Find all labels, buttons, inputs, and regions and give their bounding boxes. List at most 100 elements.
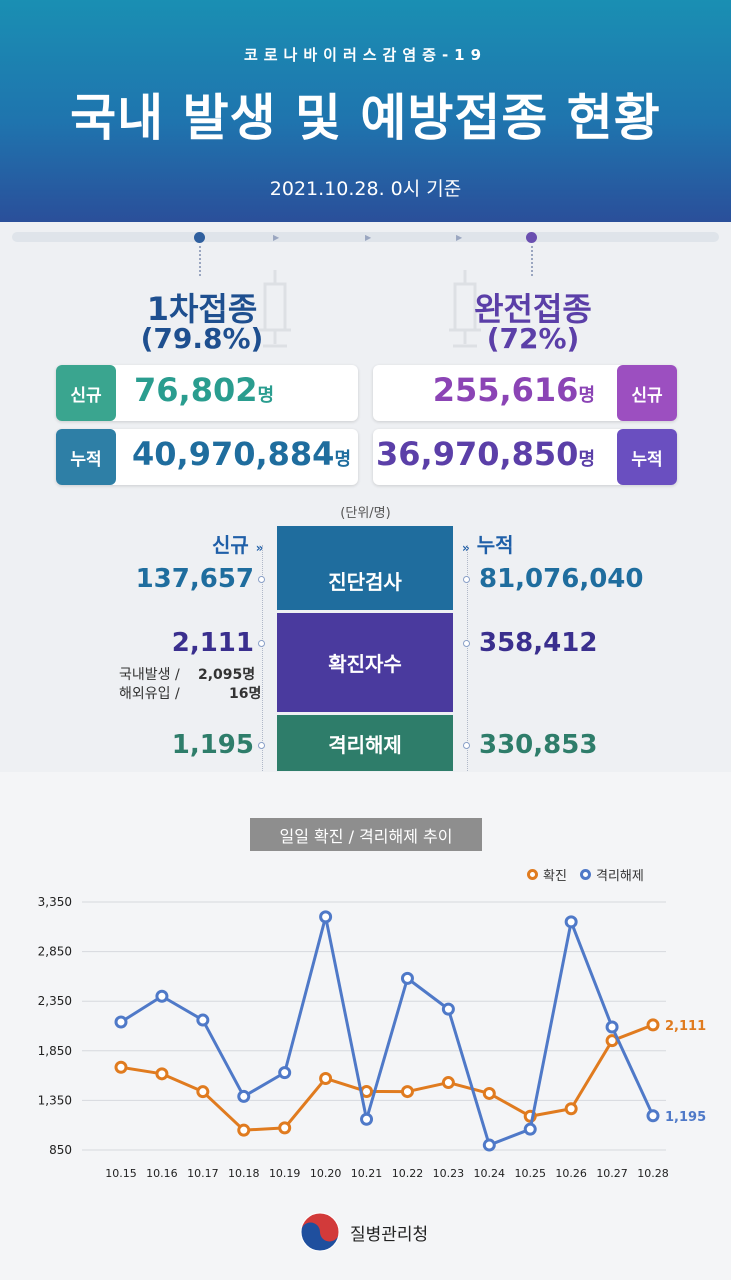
- data-point: [482, 1138, 496, 1152]
- stat-label-tests: 진단검사: [277, 526, 453, 610]
- timeline-bar: [12, 232, 719, 242]
- divider-line: [262, 545, 263, 771]
- timeline-stem: [199, 246, 201, 276]
- bullet-dot: [258, 576, 265, 583]
- arrow-icon: ▶: [365, 233, 372, 242]
- bullet-dot: [463, 640, 470, 647]
- legend-released: 격리해제: [580, 865, 644, 884]
- stat-label-released: 격리해제: [277, 715, 453, 771]
- overseas-label: 해외유입 /: [119, 686, 180, 702]
- timeline-dot-full: [526, 232, 537, 243]
- unit-note: (단위/명): [340, 506, 391, 521]
- legend-confirmed: 확진: [527, 865, 567, 884]
- data-point: [114, 1060, 128, 1074]
- new-tag: 신규: [56, 365, 116, 421]
- y-tick-label: 2,350: [38, 994, 72, 1008]
- data-point: [319, 910, 333, 924]
- y-tick-label: 2,850: [38, 945, 72, 959]
- x-tick-label: 10.23: [433, 1167, 465, 1180]
- y-tick-label: 3,350: [38, 895, 72, 909]
- x-tick-label: 10.22: [392, 1167, 424, 1180]
- x-tick-label: 10.27: [596, 1167, 628, 1180]
- full-dose-title: 완전접종: [474, 290, 592, 328]
- domestic-label: 국내발생 /: [119, 667, 180, 683]
- report-date: 2021.10.28. 0시 기준: [269, 178, 462, 200]
- series-line-confirmed: [120, 1023, 654, 1132]
- x-tick-label: 10.15: [105, 1167, 137, 1180]
- timeline-stem: [531, 246, 533, 276]
- footer: 질병관리청: [300, 1212, 428, 1252]
- full-dose-percent: (72%): [486, 322, 580, 355]
- kdca-logo-icon: [300, 1212, 340, 1252]
- double-chevron-icon: »: [255, 541, 264, 555]
- tests-total-value: 81,076,040: [479, 564, 644, 594]
- x-tick-label: 10.16: [146, 1167, 178, 1180]
- page-title: 국내 발생 및 예방접종 현황: [70, 89, 661, 147]
- data-point: [196, 1085, 210, 1099]
- first-dose-percent: (79.8%): [140, 322, 264, 355]
- full-dose-new-value: 255,616명: [432, 371, 595, 409]
- legend-dot-icon: [527, 869, 538, 880]
- x-tick-label: 10.17: [187, 1167, 219, 1180]
- data-point: [278, 1066, 292, 1080]
- arrow-icon: ▶: [456, 233, 463, 242]
- bullet-dot: [463, 576, 470, 583]
- line-chart: 3,350 2,850 2,350 1,850 1,350 850 10.15 10.16 10…: [38, 895, 706, 1180]
- arrow-icon: ▶: [273, 233, 280, 242]
- data-point: [114, 1015, 128, 1029]
- data-point: [605, 1020, 619, 1034]
- data-point: [319, 1071, 333, 1085]
- overseas-value: 16명: [229, 686, 262, 702]
- total-tag: 누적: [617, 429, 677, 485]
- x-tick-label: 10.18: [228, 1167, 260, 1180]
- x-tick-label: 10.25: [514, 1167, 546, 1180]
- data-point: [564, 1102, 578, 1116]
- end-label-confirmed: 2,111: [665, 1019, 706, 1034]
- timeline-dot-first: [194, 232, 205, 243]
- data-point: [360, 1112, 374, 1126]
- x-tick-label: 10.20: [310, 1167, 342, 1180]
- released-total-value: 330,853: [479, 730, 598, 760]
- series-line-released: [120, 915, 655, 1147]
- org-name: 질병관리청: [350, 1224, 429, 1245]
- divider-line: [467, 545, 468, 771]
- new-tag: 신규: [617, 365, 677, 421]
- chart-title: 일일 확진 / 격리해제 추이: [250, 818, 482, 851]
- header-subtitle: 코로나바이러스감염증-19: [243, 46, 488, 64]
- syringe-icon: [449, 270, 481, 348]
- y-tick-label: 850: [49, 1143, 72, 1157]
- confirmed-new-value: 2,111: [171, 628, 254, 658]
- data-point: [482, 1086, 496, 1100]
- data-point: [564, 915, 578, 929]
- bullet-dot: [463, 742, 470, 749]
- data-point: [196, 1013, 210, 1027]
- data-point: [237, 1089, 251, 1103]
- stat-label-confirmed: 확진자수: [277, 613, 453, 712]
- double-chevron-icon: »: [462, 541, 470, 555]
- full-dose-total-value: 36,970,850명: [376, 435, 595, 473]
- first-dose-new-value: 76,802명: [134, 371, 275, 409]
- data-point: [646, 1018, 660, 1032]
- domestic-value: 2,095명: [198, 667, 256, 683]
- data-point: [155, 989, 169, 1003]
- x-tick-label: 10.26: [555, 1167, 587, 1180]
- bullet-dot: [258, 742, 265, 749]
- y-tick-label: 1,850: [38, 1044, 72, 1058]
- legend-dot-icon: [580, 869, 591, 880]
- data-point: [441, 1076, 455, 1090]
- data-point: [278, 1121, 292, 1135]
- header-banner: 코로나바이러스감염증-19 국내 발생 및 예방접종 현황 2021.10.28…: [0, 0, 731, 222]
- data-point: [441, 1002, 455, 1016]
- x-tick-label: 10.28: [637, 1167, 669, 1180]
- x-tick-label: 10.24: [474, 1167, 506, 1180]
- confirmed-total-value: 358,412: [479, 628, 598, 658]
- data-point: [646, 1109, 660, 1123]
- end-label-released: 1,195: [665, 1110, 706, 1125]
- new-column-header: 신규 »: [212, 533, 264, 557]
- total-tag: 누적: [56, 429, 116, 485]
- x-tick-label: 10.21: [351, 1167, 383, 1180]
- released-new-value: 1,195: [171, 730, 254, 760]
- first-dose-title: 1차접종: [146, 290, 258, 328]
- data-point: [237, 1123, 251, 1137]
- data-point: [400, 971, 414, 985]
